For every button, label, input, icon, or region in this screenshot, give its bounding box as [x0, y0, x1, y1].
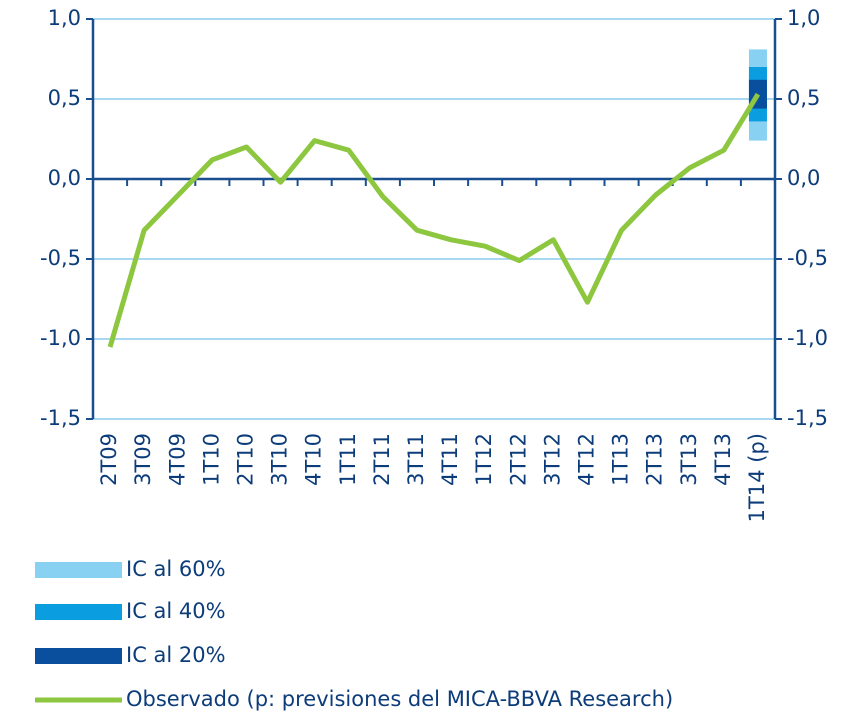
x-tick-label: 3T13 [677, 433, 701, 486]
data-line [107, 92, 761, 348]
legend-label: IC al 20% [126, 643, 226, 667]
x-tick-label: 4T09 [165, 433, 189, 486]
x-tick-label: 3T09 [131, 433, 155, 486]
x-tick-label: 4T12 [574, 433, 598, 486]
legend-swatch [35, 604, 122, 620]
y-tick-label: -1,5 [40, 406, 81, 430]
x-tick-label: 3T12 [540, 433, 564, 486]
y2-tick-label: 0,5 [787, 86, 820, 110]
legend-label: IC al 60% [126, 557, 226, 581]
x-tick-label: 3T10 [268, 433, 292, 486]
legend-swatch [35, 562, 122, 578]
legend-label: IC al 40% [126, 599, 226, 623]
x-tick-label: 2T10 [233, 433, 257, 486]
legend-label: Observado (p: previsiones del MICA-BBVA … [126, 687, 673, 711]
x-tick-label: 3T11 [404, 433, 428, 486]
x-tick-label: 2T09 [97, 433, 121, 486]
y-tick-label: -0,5 [40, 246, 81, 270]
x-tick-label: 4T11 [438, 433, 462, 486]
y-tick-label: -1,0 [40, 326, 81, 350]
x-tick-label: 1T14 (p) [745, 433, 769, 522]
x-tick-label: 2T11 [370, 433, 394, 486]
y-tick-label: 0,5 [48, 86, 81, 110]
x-tick-label: 1T12 [472, 433, 496, 486]
x-tick-label: 4T10 [302, 433, 326, 486]
y2-tick-label: -1,5 [787, 406, 828, 430]
x-tick-label: 1T13 [609, 433, 633, 486]
y-tick-label: 0,0 [48, 166, 81, 190]
y2-tick-label: -0,5 [787, 246, 828, 270]
y2-tick-label: 1,0 [787, 6, 820, 30]
y-tick-label: 1,0 [48, 6, 81, 30]
x-tick-label: 1T11 [336, 433, 360, 486]
x-tick-label: 1T10 [199, 433, 223, 486]
legend-swatch [35, 648, 122, 664]
x-tick-label: 2T12 [506, 433, 530, 486]
y2-tick-label: 0,0 [787, 166, 820, 190]
x-tick-label: 2T13 [643, 433, 667, 486]
y2-tick-label: -1,0 [787, 326, 828, 350]
x-tick-label: 4T13 [711, 433, 735, 486]
